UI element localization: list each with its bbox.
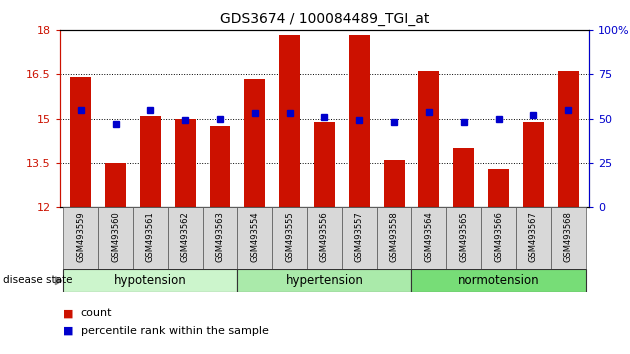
Bar: [314, 121, 335, 207]
Bar: [488, 169, 509, 207]
Text: disease state: disease state: [3, 275, 72, 285]
Text: GSM493557: GSM493557: [355, 211, 364, 262]
Bar: [516, 207, 551, 269]
Bar: [64, 269, 238, 292]
Bar: [377, 207, 411, 269]
Text: GSM493559: GSM493559: [76, 211, 85, 262]
Text: GSM493558: GSM493558: [389, 211, 399, 262]
Bar: [140, 116, 161, 207]
Bar: [203, 207, 238, 269]
Bar: [238, 269, 411, 292]
Text: normotension: normotension: [458, 274, 539, 287]
Bar: [175, 119, 196, 207]
Text: percentile rank within the sample: percentile rank within the sample: [81, 326, 268, 336]
Text: GSM493555: GSM493555: [285, 211, 294, 262]
Bar: [523, 121, 544, 207]
Bar: [244, 79, 265, 207]
Bar: [210, 126, 231, 207]
Bar: [307, 207, 342, 269]
Bar: [133, 207, 168, 269]
Bar: [71, 77, 91, 207]
Text: GSM493554: GSM493554: [250, 211, 260, 262]
Bar: [551, 207, 585, 269]
Text: GSM493568: GSM493568: [564, 211, 573, 262]
Text: GSM493562: GSM493562: [181, 211, 190, 262]
Bar: [558, 72, 578, 207]
Bar: [384, 160, 404, 207]
Bar: [98, 207, 133, 269]
Bar: [279, 34, 300, 207]
Bar: [272, 207, 307, 269]
Text: GSM493567: GSM493567: [529, 211, 538, 262]
Text: GSM493560: GSM493560: [111, 211, 120, 262]
Bar: [238, 207, 272, 269]
Bar: [411, 269, 585, 292]
Title: GDS3674 / 100084489_TGI_at: GDS3674 / 100084489_TGI_at: [220, 12, 429, 26]
Bar: [481, 207, 516, 269]
Bar: [168, 207, 203, 269]
Bar: [418, 72, 439, 207]
Text: GSM493563: GSM493563: [215, 211, 224, 262]
Text: ■: ■: [63, 308, 74, 318]
Bar: [411, 207, 446, 269]
Bar: [105, 163, 126, 207]
Text: hypotension: hypotension: [114, 274, 186, 287]
Bar: [349, 34, 370, 207]
Bar: [446, 207, 481, 269]
Polygon shape: [55, 277, 62, 285]
Text: GSM493565: GSM493565: [459, 211, 468, 262]
Bar: [64, 207, 98, 269]
Text: hypertension: hypertension: [285, 274, 364, 287]
Text: ■: ■: [63, 326, 74, 336]
Bar: [342, 207, 377, 269]
Text: GSM493564: GSM493564: [425, 211, 433, 262]
Text: GSM493556: GSM493556: [320, 211, 329, 262]
Text: count: count: [81, 308, 112, 318]
Text: GSM493566: GSM493566: [494, 211, 503, 262]
Text: GSM493561: GSM493561: [146, 211, 155, 262]
Bar: [453, 148, 474, 207]
